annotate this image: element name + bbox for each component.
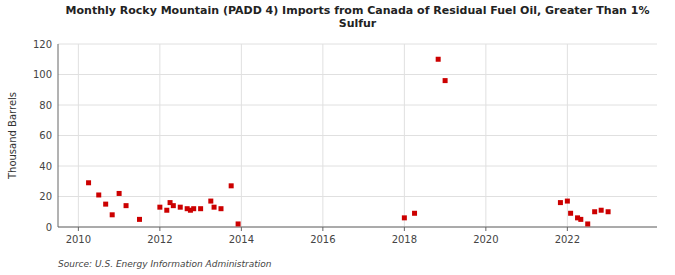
x-grid-line [485, 44, 486, 227]
x-axis-line [58, 227, 657, 228]
x-grid-line [322, 44, 323, 227]
point [208, 199, 213, 204]
chart-container: Monthly Rocky Mountain (PADD 4) Imports … [0, 0, 675, 275]
point [171, 203, 176, 208]
point [96, 192, 101, 197]
point [110, 212, 115, 217]
point [178, 205, 183, 210]
point [236, 221, 241, 226]
x-tick [159, 227, 160, 231]
point [599, 208, 604, 213]
point [157, 205, 162, 210]
point [86, 180, 91, 185]
title: Monthly Rocky Mountain (PADD 4) Imports … [66, 4, 650, 30]
grid [58, 44, 657, 227]
point [436, 57, 441, 62]
point [568, 211, 573, 216]
point [565, 199, 570, 204]
point [402, 215, 407, 220]
point [137, 217, 142, 222]
point [592, 209, 597, 214]
point [558, 200, 563, 205]
x-tick-label: 2012 [147, 234, 172, 245]
title-line: Monthly Rocky Mountain (PADD 4) Imports … [66, 4, 650, 17]
y-tick-label: 40 [39, 161, 52, 172]
y-tick-label: 80 [39, 100, 52, 111]
point [229, 183, 234, 188]
point [198, 206, 203, 211]
x-tick [78, 227, 79, 231]
y-tick-label: 20 [39, 191, 52, 202]
point [412, 211, 417, 216]
point [164, 208, 169, 213]
y-tick-label: 100 [33, 69, 52, 80]
point [117, 191, 122, 196]
x-tick [241, 227, 242, 231]
point [191, 206, 196, 211]
title-line: Sulfur [339, 17, 377, 30]
x-grid-line [78, 44, 79, 227]
point [606, 209, 611, 214]
y-tick-label: 60 [39, 130, 52, 141]
x-tick [322, 227, 323, 231]
x-tick-label: 2020 [473, 234, 498, 245]
x-tick-label: 2010 [66, 234, 91, 245]
x-tick-label: 2016 [310, 234, 335, 245]
axes: 0 20 40 60 80 100 120 2010 2012 2014 2016 2018 2020 2… [33, 39, 657, 246]
x-tick-label: 2014 [229, 234, 254, 245]
point [578, 217, 583, 222]
points [86, 57, 611, 227]
point [585, 221, 590, 226]
x-tick [485, 227, 486, 231]
point [103, 202, 108, 207]
x-tick-label: 2022 [555, 234, 580, 245]
x-tick-label: 2018 [392, 234, 417, 245]
x-grid-line [159, 44, 160, 227]
point [218, 206, 223, 211]
chart-svg: Monthly Rocky Mountain (PADD 4) Imports … [0, 0, 675, 275]
x-grid-line [241, 44, 242, 227]
x-grid-line [404, 44, 405, 227]
point [212, 205, 217, 210]
y-tick-label: 0 [46, 222, 52, 233]
x-tick [567, 227, 568, 231]
source-note: Source: U.S. Energy Information Administ… [58, 259, 272, 269]
x-tick [404, 227, 405, 231]
y-axis-label: Thousand Barrels [7, 92, 18, 180]
point [443, 78, 448, 83]
y-axis-line [58, 44, 59, 227]
y-tick-label: 120 [33, 39, 52, 50]
point [124, 203, 129, 208]
y-grid-line [58, 227, 657, 228]
